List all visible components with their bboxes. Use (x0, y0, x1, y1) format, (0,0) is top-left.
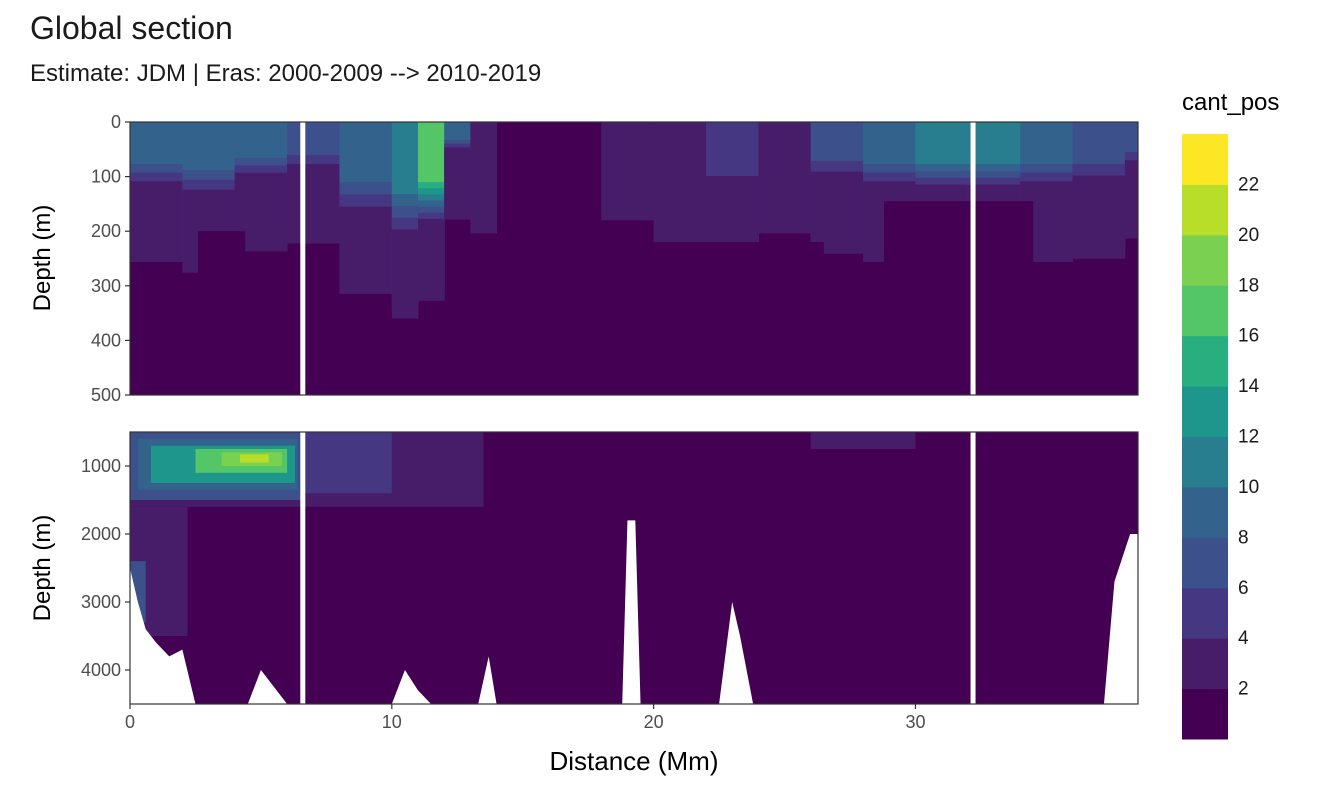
legend-key (1182, 184, 1228, 236)
legend-label: 2 (1238, 679, 1249, 700)
panel-surface-contours (130, 122, 1138, 395)
contour-fill (391, 122, 419, 201)
contour-fill (601, 122, 655, 221)
legend-key (1182, 386, 1228, 437)
legend-label: 16 (1238, 326, 1259, 347)
y-tick-label: 3000 (81, 592, 121, 612)
panel-deep-y-label: Depth (m) (29, 515, 56, 622)
contour-fill (915, 164, 969, 176)
legend-label: 22 (1238, 174, 1259, 195)
contour-fill (1072, 122, 1126, 168)
data-gap (970, 432, 976, 704)
legend-label: 8 (1238, 527, 1249, 548)
y-tick-label: 4000 (81, 660, 121, 680)
contour-fill (239, 454, 269, 463)
contour-fill (1124, 122, 1138, 155)
chart-title: Global section (30, 10, 233, 46)
contour-fill (234, 122, 288, 162)
contour-fill (810, 171, 864, 254)
data-gap (300, 432, 306, 704)
x-tick-label: 0 (125, 712, 135, 732)
contour-fill (130, 122, 183, 168)
contour-fill (418, 122, 445, 188)
y-tick-label: 2000 (81, 524, 121, 544)
legend-key (1182, 537, 1228, 589)
legend-labels: 2 4 6 8 10 12 14 16 18 20 22 (1238, 174, 1260, 699)
contour-fill (758, 122, 812, 234)
y-tick-label: 400 (91, 330, 121, 350)
panel-surface-border (129, 121, 1139, 396)
contour-fill (980, 351, 1131, 395)
color-legend: cant_pos 2 4 6 8 10 12 14 16 18 20 22 (1182, 89, 1279, 740)
data-gap (300, 122, 306, 395)
chart-subtitle: Estimate: JDM | Eras: 2000-2009 --> 2010… (30, 60, 542, 87)
contour-fill (884, 201, 1034, 275)
contour-fill (339, 122, 393, 188)
contour-fill (810, 432, 916, 449)
legend-key (1182, 234, 1228, 286)
legend-key (1182, 638, 1228, 690)
x-axis: 0 10 20 30 (125, 704, 925, 732)
contour-fill (863, 122, 916, 168)
panel-deep-contours (130, 432, 1138, 704)
contour-fill (810, 122, 864, 165)
contour-fill (391, 229, 419, 319)
legend-label: 10 (1238, 477, 1259, 498)
legend-label: 12 (1238, 427, 1259, 448)
panel-deep: 1000 2000 3000 4000 Depth (m) (29, 431, 1139, 705)
legend-label: 4 (1238, 628, 1249, 649)
contour-fill (130, 181, 183, 263)
contour-fill (444, 140, 471, 146)
y-tick-label: 300 (91, 276, 121, 296)
contour-fill (287, 122, 340, 159)
contour-fill (470, 122, 498, 234)
legend-label: 14 (1238, 376, 1260, 397)
contour-fill (287, 164, 340, 244)
legend-label: 6 (1238, 578, 1249, 599)
contour-fill (967, 122, 1021, 168)
panel-surface-y-axis: 0 100 200 300 400 500 (91, 112, 130, 405)
x-tick-label: 20 (644, 712, 664, 732)
contour-fill (339, 206, 393, 294)
legend-key (1182, 335, 1228, 387)
panel-surface: 0 100 200 300 400 500 Depth (m) (29, 112, 1139, 405)
panel-surface-y-label: Depth (m) (29, 205, 56, 312)
bottom-topography (130, 520, 1138, 704)
x-tick-label: 10 (382, 712, 402, 732)
contour-fill (967, 164, 1021, 176)
contour-fill (234, 158, 288, 170)
legend-title: cant_pos (1182, 89, 1279, 116)
y-tick-label: 0 (111, 112, 121, 132)
contour-fill (1072, 175, 1126, 259)
legend-key (1182, 436, 1228, 488)
y-tick-label: 500 (91, 385, 121, 405)
contour-fill (418, 218, 445, 301)
x-tick-label: 30 (905, 712, 925, 732)
y-tick-label: 200 (91, 221, 121, 241)
panel-deep-border (129, 431, 1139, 705)
legend-label: 18 (1238, 275, 1259, 296)
panel-deep-y-axis: 1000 2000 3000 4000 (81, 456, 130, 680)
legend-key (1182, 486, 1228, 538)
contour-fill (444, 147, 471, 220)
contour-fill (653, 122, 707, 254)
legend-key (1182, 587, 1228, 639)
contour-fill (470, 242, 824, 395)
contour-fill (198, 231, 246, 395)
contour-fill (182, 122, 236, 175)
contour-fill (1020, 122, 1074, 168)
data-gap (970, 122, 976, 395)
y-tick-label: 100 (91, 167, 121, 187)
y-tick-label: 1000 (81, 456, 121, 476)
contour-fill (915, 122, 969, 168)
legend-key (1182, 134, 1228, 185)
legend-label: 20 (1238, 225, 1259, 246)
contour-fill (1124, 160, 1138, 239)
legend-color-bar (1182, 134, 1228, 740)
legend-key (1182, 285, 1228, 337)
x-axis-label: Distance (Mm) (549, 746, 718, 776)
legend-key (1182, 688, 1228, 740)
contour-fill (444, 122, 471, 142)
